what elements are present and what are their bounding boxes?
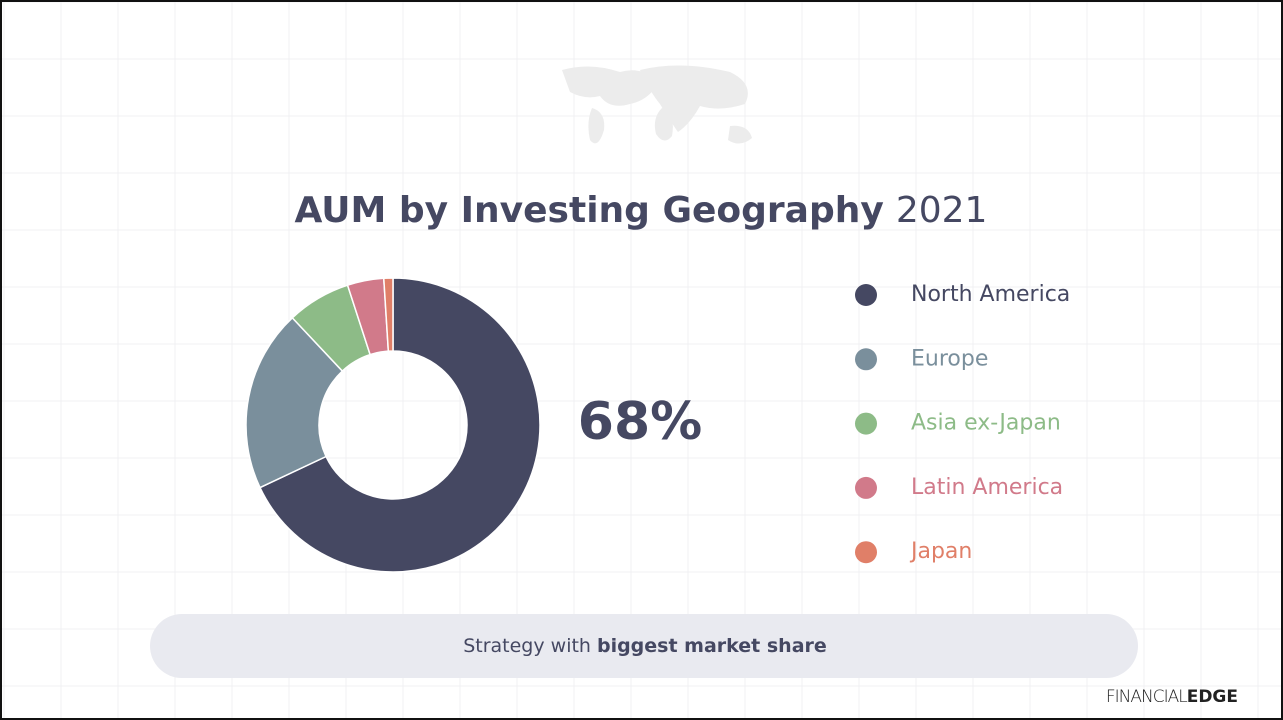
- note-pill: [150, 614, 1138, 678]
- title-year: 2021: [896, 190, 988, 231]
- slice: [245, 316, 344, 489]
- slice: [382, 277, 394, 352]
- world-map: [562, 65, 752, 144]
- legend: North America Europe Asia ex-Japan Latin Am…: [855, 282, 1070, 564]
- legend-label: Europe: [911, 346, 988, 371]
- title-main: AUM by Investing Geography: [295, 190, 884, 231]
- legend-swatch: [855, 412, 877, 435]
- legend-label: Asia ex-Japan: [911, 411, 1061, 436]
- legend-label: Japan: [909, 539, 972, 564]
- donut: [245, 277, 541, 573]
- note: Strategy with biggest market share: [463, 635, 827, 657]
- legend-swatch: [855, 541, 877, 564]
- slice: [258, 277, 541, 573]
- legend-label: North America: [911, 282, 1070, 307]
- highlight-value: 68%: [578, 392, 702, 452]
- note-emphasis: biggest market share: [597, 635, 827, 657]
- chart-title: AUM by Investing Geography 2021: [295, 190, 988, 231]
- logo-light: FINANCIAL: [1106, 687, 1187, 707]
- note-prefix: Strategy with: [463, 635, 591, 657]
- legend-label: Latin America: [911, 475, 1063, 500]
- legend-swatch: [855, 348, 877, 371]
- logo: FINANCIALEDGE: [1106, 687, 1238, 707]
- logo-bold: EDGE: [1187, 687, 1238, 707]
- legend-swatch: [855, 476, 877, 499]
- legend-swatch: [855, 284, 877, 306]
